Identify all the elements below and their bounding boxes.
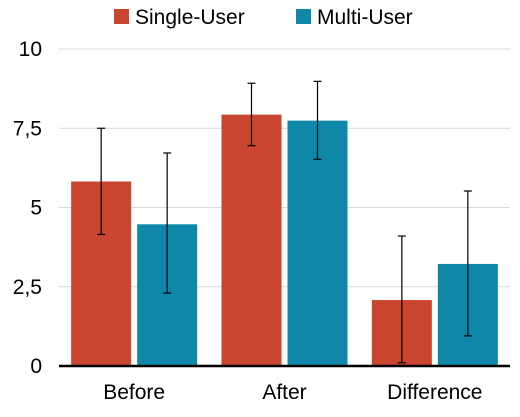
legend-swatch — [296, 9, 311, 24]
legend: Single-User Multi-User — [114, 6, 413, 29]
legend-label: Multi-User — [317, 6, 413, 29]
y-tick-label: 5 — [30, 197, 42, 220]
y-tick-label: 10 — [19, 38, 42, 61]
legend-label: Single-User — [135, 6, 245, 29]
x-category-label: Difference — [387, 381, 482, 404]
x-category-label: Before — [103, 381, 165, 404]
y-tick-label: 0 — [30, 355, 42, 378]
error-bars — [97, 80, 472, 364]
bar-single-user-after — [221, 114, 282, 366]
x-category-label: After — [262, 381, 306, 404]
y-axis-ticks: 0 2,5 5 7,5 10 — [13, 38, 42, 378]
y-tick-label: 7,5 — [13, 117, 42, 140]
bars — [71, 114, 498, 366]
gridlines — [59, 48, 510, 288]
y-tick-label: 2,5 — [13, 276, 42, 299]
legend-swatch — [114, 9, 129, 24]
bar-multi-user-after — [287, 120, 348, 366]
x-axis-categories: Before After Difference — [103, 381, 482, 404]
